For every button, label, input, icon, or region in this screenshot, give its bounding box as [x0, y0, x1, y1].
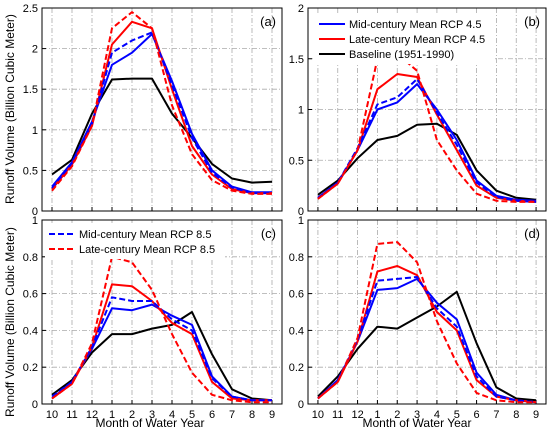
- x-tick-label: 7: [493, 409, 499, 421]
- legend-label-mid85: Mid-century Mean RCP 8.5: [79, 229, 211, 241]
- panel-1: 0 0.5 1 1.5 2 2.5 (a): [23, 3, 283, 218]
- series-line-late45: [51, 20, 272, 195]
- x-tick-label: 10: [46, 409, 58, 421]
- x-tick-label: 8: [249, 409, 255, 421]
- y-tick-label: 0: [32, 399, 38, 411]
- panel-label: (a): [260, 14, 276, 29]
- axes-frame: [307, 219, 547, 405]
- y-tick-label: 0.6: [23, 289, 38, 301]
- panel-2: 0 0.5 1 1.5 2 (b) Mid-century Mean RCP 4.5 Late…: [289, 3, 547, 218]
- x-tick-label: 12: [86, 409, 98, 421]
- panel-label: (b): [524, 14, 540, 29]
- y-tick-label: 0: [298, 399, 304, 411]
- axes-frame: [307, 7, 547, 212]
- series-line-late85: [51, 11, 272, 195]
- x-tick-label: 2: [394, 409, 400, 421]
- y-tick-label: 1.5: [289, 54, 304, 66]
- legend: Mid-century Mean RCP 4.5 Late-century Mea…: [315, 13, 495, 64]
- y-tick-label: 0.4: [23, 325, 38, 337]
- y-tick-label: 0.4: [289, 325, 304, 337]
- legend: Mid-century Mean RCP 8.5 Late-century Mea…: [45, 223, 225, 259]
- series-line-baseline: [317, 122, 537, 201]
- series-line-baseline: [317, 290, 537, 402]
- y-tick-label: 1: [298, 105, 304, 117]
- panel-label: (c): [261, 226, 276, 241]
- x-tick-label: 5: [454, 409, 460, 421]
- y-axis-label-top: Runoff Volume (Billion Cubic Meter): [3, 14, 17, 204]
- y-tick-label: 1: [298, 215, 304, 227]
- panel-label: (d): [524, 226, 540, 241]
- y-tick-label: 2.5: [23, 3, 38, 15]
- x-tick-label: 1: [109, 409, 115, 421]
- panel-4: 10 11 12 1 2 3 4 5 6 7 8 900.20.40.60.81(d): [289, 215, 547, 421]
- x-tick-label: 3: [414, 409, 420, 421]
- y-tick-label: 0.5: [289, 155, 304, 167]
- y-tick-label: 0.8: [23, 252, 38, 264]
- y-axis-label-bottom: Runoff Volume (Billion Cubic Meter): [3, 227, 17, 417]
- plot-area: [42, 8, 282, 211]
- x-tick-label: 4: [434, 409, 440, 421]
- panels: 0 0.5 1 1.5 2 2.5 (a) 0 0.5 1 1.5 2 (b) Mid-century M…: [23, 3, 547, 421]
- x-tick-label: 9: [533, 409, 539, 421]
- y-tick-label: 1.5: [23, 84, 38, 96]
- series-line-late85: [317, 241, 537, 404]
- y-tick-label: 2: [32, 44, 38, 56]
- y-tick-label: 1: [32, 125, 38, 137]
- x-axis-label-left: Month of Water Year: [96, 416, 205, 430]
- x-tick-label: 11: [66, 409, 77, 421]
- y-tick-label: 2: [298, 3, 304, 15]
- legend-box: [45, 223, 225, 259]
- x-tick-label: 4: [169, 409, 175, 421]
- series-line-baseline: [51, 311, 273, 402]
- axes-frame: [41, 7, 283, 212]
- series-line-late85: [317, 52, 537, 203]
- x-tick-label: 7: [229, 409, 235, 421]
- x-tick-label: 10: [312, 409, 324, 421]
- y-tick-label: 0.2: [23, 362, 38, 374]
- y-tick-label: 0.2: [289, 362, 304, 374]
- y-tick-label: 1: [32, 215, 38, 227]
- y-tick-label: 0.5: [23, 165, 38, 177]
- y-tick-label: 0.6: [289, 289, 304, 301]
- x-tick-label: 6: [209, 409, 215, 421]
- x-tick-label: 5: [189, 409, 195, 421]
- x-tick-label: 1: [374, 409, 380, 421]
- x-axis-label-right: Month of Water Year: [363, 416, 472, 430]
- x-tick-label: 8: [513, 409, 519, 421]
- legend-label-baseline: Baseline (1951-1990): [349, 49, 454, 61]
- x-tick-label: 9: [269, 409, 275, 421]
- x-tick-label: 11: [332, 409, 343, 421]
- x-tick-label: 12: [351, 409, 363, 421]
- series-line-late85: [51, 255, 272, 404]
- x-tick-label: 3: [149, 409, 155, 421]
- legend-label-mid45: Mid-century Mean RCP 4.5: [349, 19, 481, 31]
- y-tick-label: 0.8: [289, 252, 304, 264]
- x-tick-label: 6: [474, 409, 480, 421]
- y-tick-label: 0: [298, 206, 304, 218]
- series-line-baseline: [51, 77, 273, 184]
- x-tick-label: 2: [129, 409, 135, 421]
- axes-frame: [41, 219, 283, 405]
- legend-label-late45: Late-century Mean RCP 4.5: [349, 34, 485, 46]
- y-tick-label: 0: [32, 206, 38, 218]
- legend-label-late85: Late-century Mean RCP 8.5: [79, 244, 215, 256]
- panel-3: 10 11 12 1 2 3 4 5 6 7 8 900.20.40.60.81(c)Mid-cent…: [23, 215, 283, 421]
